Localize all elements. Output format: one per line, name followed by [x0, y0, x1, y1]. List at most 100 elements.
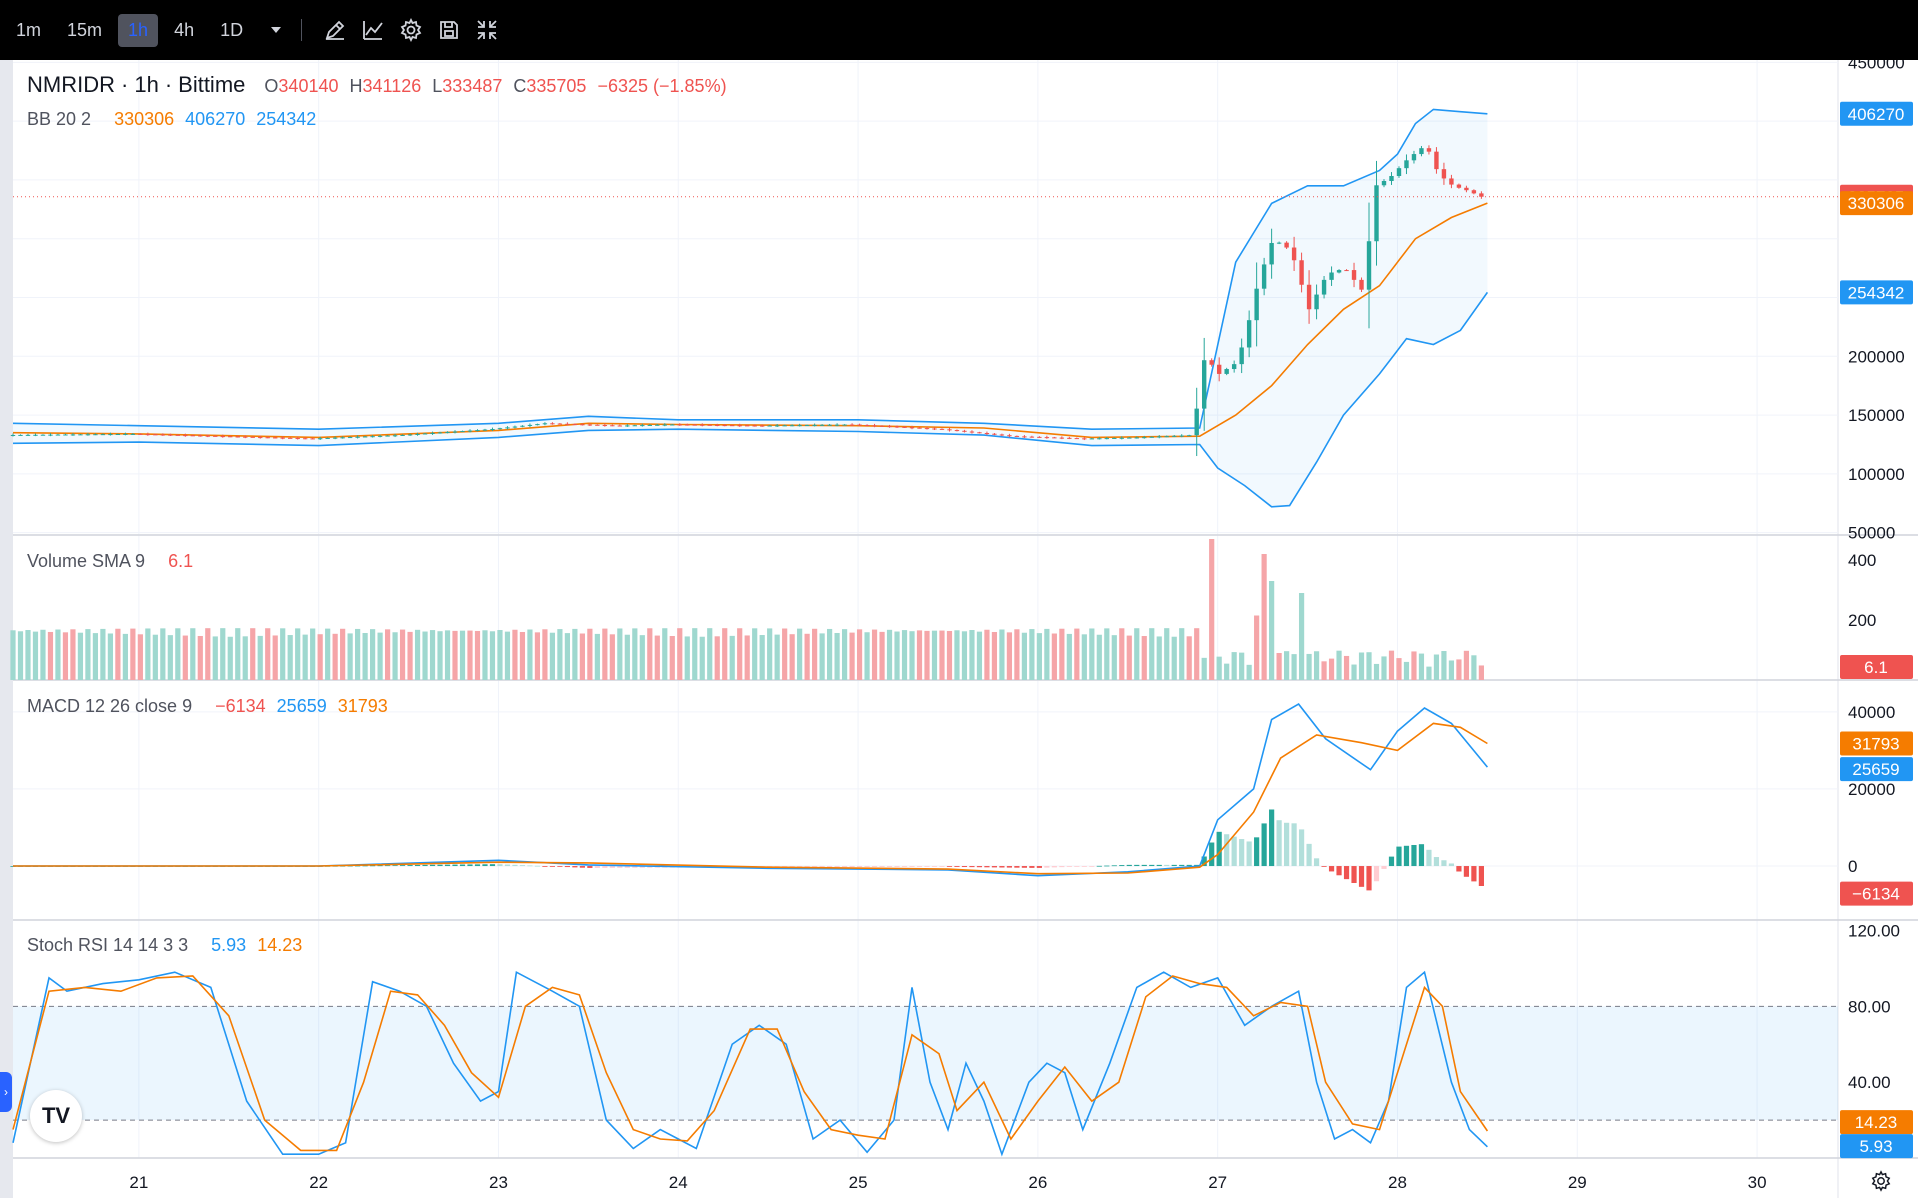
candle-body [1456, 184, 1462, 188]
volume-bar [497, 630, 503, 680]
volume-bar [167, 635, 173, 680]
volume-tick-label: 200 [1848, 611, 1876, 630]
macd-histogram-bar [609, 866, 615, 868]
candle-body [879, 425, 885, 427]
macd-histogram-bar [624, 866, 630, 868]
candle-body [1112, 437, 1117, 439]
candle-body [692, 424, 697, 426]
candle-body [700, 424, 705, 426]
price-marker: 330306 [1848, 194, 1905, 213]
candle-body [1134, 437, 1139, 439]
candle-body [1359, 279, 1364, 290]
candle-body [1396, 168, 1402, 177]
volume-value: 6.1 [168, 551, 194, 571]
volume-bar [1284, 651, 1290, 680]
macd-histogram-bar [549, 866, 556, 867]
candle-body [490, 429, 495, 431]
expand-panel-button[interactable]: › [0, 1072, 12, 1112]
chart-canvas[interactable]: 21 22 23 24 25 26 27 28 29 30 50000 100000 150000 200… [0, 60, 1918, 1198]
candle-body [1464, 187, 1469, 191]
candle-body [647, 424, 653, 426]
macd-histogram-bar [1239, 839, 1245, 867]
volume-bar [317, 634, 323, 680]
macd-line-marker-bg [1840, 757, 1913, 782]
indicators-icon[interactable] [358, 15, 388, 45]
timeframe-button-1m[interactable]: 1m [16, 19, 42, 40]
volume-legend[interactable]: Volume SMA 9 6.1 [27, 551, 199, 572]
candle-body [235, 436, 240, 438]
tradingview-logo[interactable]: TV [30, 1090, 82, 1142]
price-tick-label: 50000 [1848, 524, 1895, 543]
volume-bar [444, 630, 451, 680]
macd-tick-label: 0 [1848, 857, 1857, 876]
symbol-label[interactable]: NMRIDR [27, 72, 115, 97]
macd-histogram-bar [871, 866, 878, 867]
volume-bar [1328, 658, 1335, 680]
macd-histogram-bar [579, 866, 585, 868]
candle-body [610, 425, 615, 427]
macd-histogram-bar [1411, 844, 1417, 867]
gear-icon[interactable] [396, 15, 426, 45]
candle-body [295, 438, 300, 440]
open-value: 340140 [278, 76, 339, 96]
volume-bar [549, 632, 556, 680]
candle-body [520, 425, 525, 427]
candle-body [977, 432, 982, 434]
draw-icon[interactable] [320, 15, 350, 45]
volume-bar [931, 630, 938, 680]
candle-body [332, 437, 338, 439]
candle-body [670, 424, 675, 426]
candle-body [625, 425, 630, 427]
macd-legend[interactable]: MACD 12 26 close 9 −6134 25659 31793 [27, 696, 394, 717]
macd-histogram-bar [422, 864, 428, 867]
candle-body [939, 428, 945, 430]
stoch-legend[interactable]: Stoch RSI 14 14 3 3 5.93 14.23 [27, 935, 308, 956]
macd-histogram-bar [812, 866, 818, 868]
macd-histogram-bar [1426, 849, 1432, 867]
macd-histogram-bar [1044, 866, 1050, 868]
timeframe-button-1D[interactable]: 1D [220, 19, 244, 40]
candle-body [25, 434, 31, 436]
volume-bar [467, 630, 473, 680]
fullscreen-icon[interactable] [472, 15, 502, 45]
macd-histogram-bar [1051, 866, 1057, 868]
macd-histogram-bar [849, 866, 855, 868]
stoch-k-marker-bg [1840, 1134, 1913, 1159]
candle-body [115, 434, 121, 436]
candle-body [1014, 435, 1020, 437]
exchange-label: Bittime [178, 72, 246, 97]
volume-bar [384, 629, 391, 680]
volume-bar [969, 630, 975, 680]
macd-histogram-bar [879, 866, 885, 867]
macd-histogram-bar [1201, 856, 1207, 867]
volume-bar [459, 630, 466, 680]
volume-bar [1224, 663, 1230, 680]
timeframe-button-15m[interactable]: 15m [67, 19, 103, 40]
macd-histogram-bar [946, 866, 953, 867]
stoch-tick-label: 120.00 [1848, 921, 1900, 940]
volume-bar [827, 628, 833, 680]
macd-histogram-bar [1396, 846, 1402, 867]
candle-body [677, 424, 682, 426]
chart-settings-icon[interactable] [1866, 1166, 1896, 1196]
bb-legend[interactable]: BB 20 2 330306 406270 254342 [27, 109, 322, 130]
save-icon[interactable] [434, 15, 464, 45]
candle-body [33, 434, 38, 436]
volume-bar [1209, 539, 1215, 680]
candle-body [715, 424, 720, 426]
macd-histogram-bar [482, 864, 488, 867]
volume-bar [677, 628, 683, 680]
candle-body [213, 435, 218, 437]
chevron-down-icon[interactable] [261, 15, 291, 45]
timeframe-list: 1m 15m 1h 4h 1D [0, 13, 253, 47]
macd-histogram-bar [984, 866, 990, 868]
volume-bar [909, 631, 915, 680]
candle-body [1299, 260, 1304, 285]
timeframe-button-1h[interactable]: 1h [118, 13, 159, 47]
timeframe-button-4h[interactable]: 4h [174, 19, 195, 40]
macd-histogram-bar [1029, 866, 1035, 868]
candle-body [969, 431, 975, 433]
candle-body [842, 424, 847, 426]
candle-body [1172, 435, 1177, 437]
macd-histogram-bar [819, 866, 825, 868]
